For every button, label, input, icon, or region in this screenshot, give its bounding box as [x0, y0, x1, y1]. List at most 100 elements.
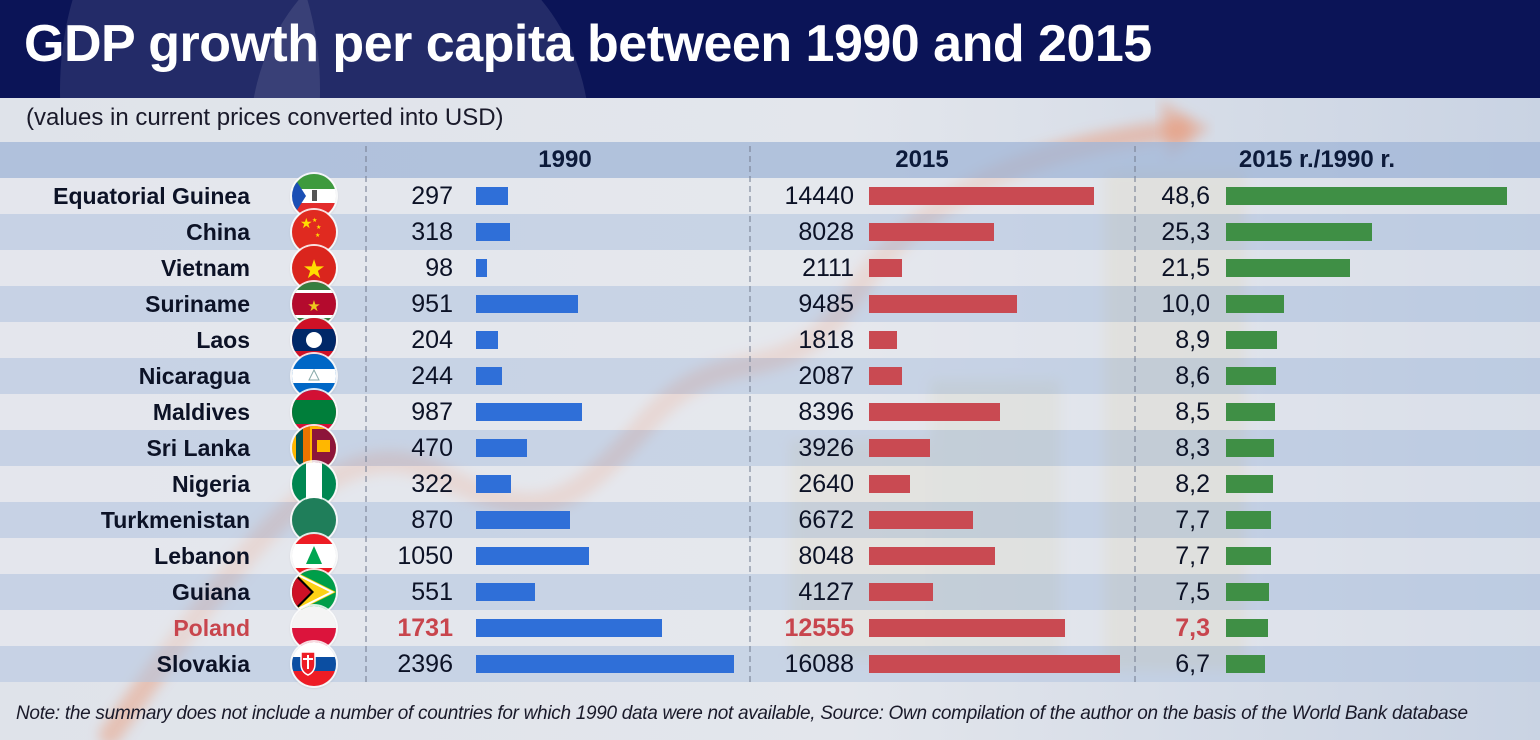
- bar-2015: [869, 439, 931, 457]
- table-row: [0, 322, 1540, 358]
- bar-1990: [476, 655, 734, 673]
- data-label: 25,3: [1161, 218, 1210, 246]
- bar-1990: [476, 259, 487, 277]
- data-label: 244: [411, 362, 453, 390]
- column-divider: [1134, 146, 1136, 682]
- data-label: 1050: [397, 542, 453, 570]
- data-label: 8,3: [1175, 434, 1210, 462]
- country-label: Sri Lanka: [146, 435, 250, 461]
- svg-text:★: ★: [315, 232, 320, 239]
- data-label: 21,5: [1161, 254, 1210, 282]
- bar-ratio: [1226, 655, 1265, 673]
- bar-2015: [869, 583, 934, 601]
- bar-ratio: [1226, 331, 1278, 349]
- data-label: 2396: [397, 650, 453, 678]
- table-row: [0, 574, 1540, 610]
- bar-1990: [476, 583, 536, 601]
- data-label: 7,5: [1175, 578, 1210, 606]
- data-label: 318: [411, 218, 453, 246]
- data-label: 8,5: [1175, 398, 1210, 426]
- bar-ratio: [1226, 547, 1271, 565]
- data-label: 2111: [802, 254, 854, 282]
- table-row: [0, 610, 1540, 646]
- data-label: 14440: [784, 182, 854, 210]
- bar-ratio: [1226, 403, 1276, 421]
- banner-decoration: [60, 0, 320, 98]
- country-label: Vietnam: [160, 255, 250, 281]
- bar-1990: [476, 331, 498, 349]
- bar-2015: [869, 547, 995, 565]
- bar-2015: [869, 475, 911, 493]
- data-label: 98: [425, 254, 453, 282]
- bar-2015: [869, 187, 1095, 205]
- bar-1990: [476, 187, 508, 205]
- table-row: [0, 538, 1540, 574]
- data-label: 8028: [798, 218, 854, 246]
- bar-1990: [476, 367, 503, 385]
- table-row: [0, 646, 1540, 682]
- bar-1990: [476, 619, 663, 637]
- bar-ratio: [1226, 475, 1274, 493]
- data-label: 16088: [784, 650, 854, 678]
- column-divider: [365, 146, 367, 682]
- chart-subtitle: (values in current prices converted into…: [26, 104, 504, 131]
- bar-1990: [476, 475, 511, 493]
- table-row: [0, 502, 1540, 538]
- slovakia-flag-icon: [292, 642, 336, 686]
- column-header-ratio: 2015 r./1990 r.: [1238, 146, 1396, 173]
- data-label: 551: [411, 578, 453, 606]
- data-label: 3926: [798, 434, 854, 462]
- bar-2015: [869, 511, 974, 529]
- country-label: Poland: [173, 615, 250, 641]
- bar-1990: [476, 295, 579, 313]
- country-label: Slovakia: [156, 651, 250, 677]
- bar-ratio: [1226, 223, 1373, 241]
- data-label: 8048: [798, 542, 854, 570]
- data-label: 297: [411, 182, 453, 210]
- country-label: Nigeria: [172, 471, 250, 497]
- svg-text:★: ★: [302, 254, 325, 284]
- country-label: China: [186, 219, 250, 245]
- data-label: 9485: [798, 290, 854, 318]
- bar-ratio: [1226, 619, 1269, 637]
- data-label: 8,2: [1175, 470, 1210, 498]
- data-label: 7,3: [1175, 614, 1210, 642]
- bar-ratio: [1226, 367, 1276, 385]
- data-label: 1731: [397, 614, 453, 642]
- svg-text:★: ★: [312, 217, 317, 224]
- country-label: Guiana: [172, 579, 250, 605]
- bar-2015: [869, 295, 1017, 313]
- table-row: [0, 394, 1540, 430]
- bar-1990: [476, 547, 590, 565]
- country-label: Equatorial Guinea: [53, 183, 250, 209]
- bar-ratio: [1226, 439, 1274, 457]
- data-label: 2640: [798, 470, 854, 498]
- bar-2015: [869, 223, 995, 241]
- data-label: 48,6: [1161, 182, 1210, 210]
- data-label: 6,7: [1175, 650, 1210, 678]
- bar-ratio: [1226, 187, 1507, 205]
- country-label: Nicaragua: [138, 363, 250, 389]
- country-label: Laos: [196, 327, 250, 353]
- bar-2015: [869, 655, 1120, 673]
- data-label: 322: [411, 470, 453, 498]
- chart-title: GDP growth per capita between 1990 and 2…: [24, 15, 1152, 73]
- data-label: 1818: [798, 326, 854, 354]
- country-label: Lebanon: [154, 543, 250, 569]
- table-row: [0, 430, 1540, 466]
- data-label: 951: [411, 290, 453, 318]
- bar-1990: [476, 223, 511, 241]
- column-header-2015: 2015: [895, 146, 949, 173]
- banner-decoration: [250, 0, 590, 98]
- bar-2015: [869, 619, 1065, 637]
- bar-2015: [869, 259, 902, 277]
- data-label: 8396: [798, 398, 854, 426]
- data-label: 204: [411, 326, 453, 354]
- bar-ratio: [1226, 259, 1351, 277]
- data-label: 10,0: [1161, 290, 1210, 318]
- data-label: 8,6: [1175, 362, 1210, 390]
- bar-ratio: [1226, 295, 1284, 313]
- bar-1990: [476, 511, 570, 529]
- bar-2015: [869, 403, 1000, 421]
- bar-ratio: [1226, 583, 1270, 601]
